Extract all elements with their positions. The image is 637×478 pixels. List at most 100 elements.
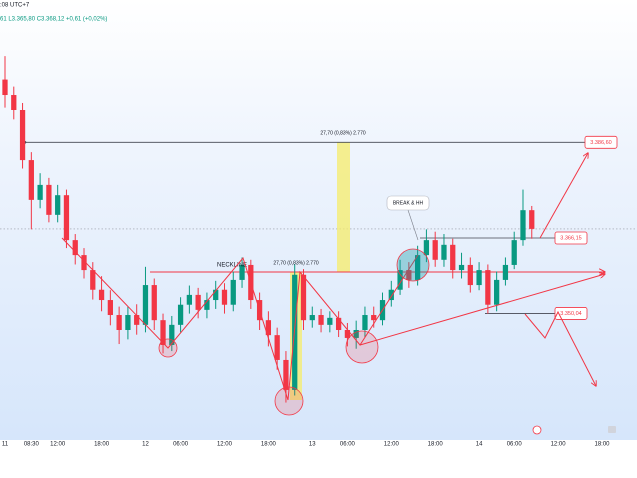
candle-body bbox=[63, 195, 70, 241]
candle-body bbox=[344, 330, 351, 338]
candle-body bbox=[450, 244, 456, 271]
front-layer: 11 08:30 12:00 18:00 12 06:00 12:00 18:00 13 06:0… bbox=[2, 130, 618, 448]
candle-body bbox=[186, 294, 193, 305]
x-tick-label: 18:00 bbox=[261, 442, 277, 448]
candle-body bbox=[195, 294, 201, 310]
candle-body bbox=[169, 324, 175, 345]
x-tick-label: 12:00 bbox=[551, 442, 567, 448]
neckline-label: NECKLINE bbox=[217, 263, 247, 269]
candle-body bbox=[520, 210, 526, 241]
callout-line bbox=[407, 209, 419, 241]
alert-icon bbox=[532, 425, 542, 435]
x-tick-label: 12:00 bbox=[384, 442, 400, 448]
candle-body bbox=[414, 255, 421, 280]
candle-body bbox=[309, 315, 315, 321]
x-tick-label: 13 bbox=[309, 442, 316, 448]
highlight-circle bbox=[396, 248, 430, 282]
candle-body bbox=[107, 300, 113, 316]
candle-body bbox=[458, 264, 465, 271]
candle-body bbox=[125, 315, 131, 330]
level-label: 3.366,15 bbox=[560, 235, 581, 241]
candle-body bbox=[19, 110, 26, 161]
candle-body bbox=[239, 264, 245, 280]
candle-body bbox=[432, 240, 438, 260]
candle-body bbox=[72, 240, 78, 256]
candle-body bbox=[274, 335, 280, 360]
candle-body bbox=[221, 289, 228, 305]
trend-line bbox=[359, 274, 605, 346]
measure-label: 27,70 (0,83%) 2.770 bbox=[320, 130, 366, 136]
candle-body bbox=[37, 184, 43, 200]
candle-body bbox=[371, 315, 377, 321]
x-tick-label: 18:00 bbox=[428, 442, 444, 448]
flag-icon bbox=[608, 426, 616, 433]
candle-body bbox=[502, 264, 509, 280]
level-label: 3.350,04 bbox=[560, 311, 581, 317]
candle-body bbox=[81, 255, 87, 271]
highlight-circle bbox=[345, 330, 379, 364]
highlight-circle bbox=[158, 338, 178, 358]
candle-body bbox=[318, 315, 324, 325]
candle-body bbox=[397, 270, 403, 290]
highlight-circle bbox=[274, 386, 304, 416]
x-tick-label: 06:00 bbox=[507, 442, 523, 448]
x-tick-label: 11 bbox=[2, 442, 9, 448]
candle-body bbox=[494, 279, 500, 305]
plot-background bbox=[0, 0, 637, 440]
candle-body bbox=[11, 95, 17, 110]
candle-body bbox=[230, 279, 236, 305]
candle-body bbox=[213, 289, 219, 301]
header-ohlc: 61 L3.365,80 C3.368,12 +0,61 (+0,02%) bbox=[0, 17, 107, 23]
x-tick-label: 14 bbox=[476, 442, 483, 448]
x-tick-label: 18:00 bbox=[594, 442, 610, 448]
candle-body bbox=[142, 285, 149, 325]
x-tick-label: 12:00 bbox=[217, 442, 233, 448]
candle-body bbox=[327, 317, 333, 325]
candle-body bbox=[467, 264, 473, 286]
candle-body bbox=[423, 240, 430, 256]
candle-body bbox=[177, 304, 184, 325]
candle-body bbox=[406, 270, 412, 280]
candles bbox=[2, 56, 535, 403]
x-tick-label: 12 bbox=[142, 442, 149, 448]
up-arrow bbox=[539, 153, 588, 239]
candle-body bbox=[362, 315, 368, 330]
candle-body bbox=[388, 289, 394, 301]
level-tag bbox=[554, 231, 588, 245]
candle-body bbox=[300, 274, 307, 321]
candle-body bbox=[90, 270, 96, 290]
candle-body bbox=[160, 320, 166, 345]
x-tick-label: 08:30 bbox=[24, 442, 40, 448]
x-tick-label: 06:00 bbox=[340, 442, 356, 448]
level-tag bbox=[584, 135, 618, 149]
candle-body bbox=[2, 79, 8, 96]
measure-label: 27,70 (0,83%) 2.770 bbox=[273, 260, 319, 266]
candle-body bbox=[476, 270, 482, 286]
down-arrow bbox=[524, 310, 596, 386]
candle-body bbox=[151, 285, 157, 321]
candle-body bbox=[55, 195, 61, 215]
candle-body bbox=[116, 315, 122, 330]
candle-body bbox=[353, 330, 359, 338]
candle-body bbox=[441, 244, 447, 260]
header-time: :08 UTC+7 bbox=[0, 3, 30, 9]
candle-body bbox=[134, 315, 140, 325]
candle-body bbox=[28, 160, 34, 200]
candle-body bbox=[511, 240, 517, 265]
candle-body bbox=[529, 210, 535, 229]
candle-body bbox=[283, 359, 289, 390]
level-label: 3.386,60 bbox=[590, 140, 611, 146]
candle-body bbox=[46, 184, 52, 215]
measure-band bbox=[337, 142, 350, 272]
callout-box bbox=[386, 195, 430, 211]
candle-body bbox=[335, 317, 342, 330]
callout-label: BREAK & HH bbox=[393, 200, 424, 206]
x-tick-label: 18:00 bbox=[94, 442, 110, 448]
x-tick-label: 12:00 bbox=[50, 442, 66, 448]
candle-body bbox=[204, 300, 210, 310]
candle-body bbox=[485, 270, 491, 305]
candle-body bbox=[98, 289, 105, 301]
candle-body bbox=[265, 320, 272, 336]
